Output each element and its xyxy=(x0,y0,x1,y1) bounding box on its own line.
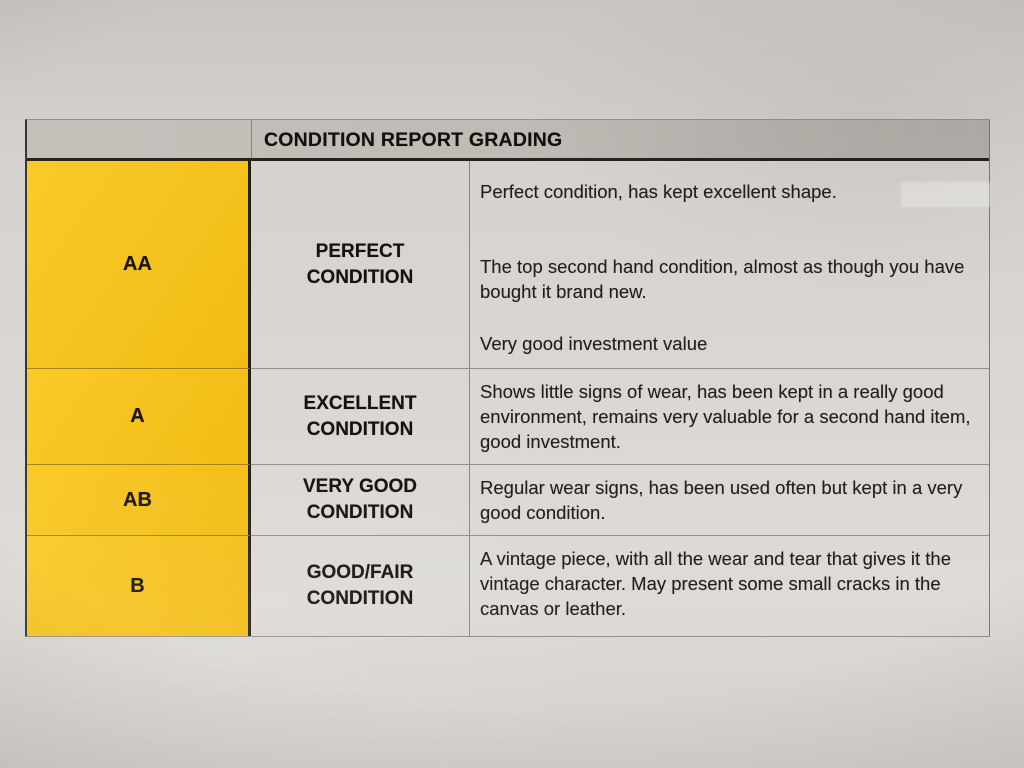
grade-description-cell-a: Shows little signs of wear, has been kep… xyxy=(470,369,989,465)
table-body: AA PERFECT CONDITION Perfect condition, … xyxy=(27,161,989,636)
description-paragraph: The top second hand condition, almost as… xyxy=(480,256,965,302)
description-paragraph: Shows little signs of wear, has been kep… xyxy=(480,381,971,452)
description-paragraph: Very good investment value xyxy=(480,333,708,354)
grade-name-a: EXCELLENT CONDITION xyxy=(303,392,417,440)
grade-name-aa: PERFECT CONDITION xyxy=(306,240,414,288)
grade-code-cell-ab: AB xyxy=(27,465,251,536)
grade-description-cell-aa: Perfect condition, has kept excellent sh… xyxy=(470,161,989,369)
grade-code-b: B xyxy=(130,574,145,597)
table-title: CONDITION REPORT GRADING xyxy=(264,129,563,151)
grade-name-cell-aa: PERFECT CONDITION xyxy=(251,161,470,369)
whiteout-correction-patch xyxy=(901,182,990,207)
description-paragraph: Regular wear signs, has been used often … xyxy=(480,477,963,523)
header-column-divider xyxy=(251,120,252,158)
description-paragraph: Perfect condition, has kept excellent sh… xyxy=(480,181,837,202)
grade-code-cell-aa: AA xyxy=(27,161,251,369)
grade-name-b: GOOD/FAIR CONDITION xyxy=(306,562,414,609)
grade-name-cell-ab: VERY GOOD CONDITION xyxy=(251,465,470,536)
condition-grading-table: CONDITION REPORT GRADING AA PERFECT COND… xyxy=(25,119,990,637)
grade-description-cell-ab: Regular wear signs, has been used often … xyxy=(470,465,989,536)
grade-code-cell-b: B xyxy=(27,536,251,636)
grade-code-ab: AB xyxy=(123,488,152,511)
table-header-row: CONDITION REPORT GRADING xyxy=(27,120,989,161)
grade-name-cell-a: EXCELLENT CONDITION xyxy=(251,369,470,465)
grade-name-ab: VERY GOOD CONDITION xyxy=(302,476,418,523)
grade-name-cell-b: GOOD/FAIR CONDITION xyxy=(251,536,470,636)
grade-code-a: A xyxy=(130,405,145,427)
grade-description-cell-b: A vintage piece, with all the wear and t… xyxy=(470,536,989,636)
description-paragraph: A vintage piece, with all the wear and t… xyxy=(480,548,952,619)
grade-code-aa: AA xyxy=(123,253,152,275)
grade-code-cell-a: A xyxy=(27,369,251,465)
